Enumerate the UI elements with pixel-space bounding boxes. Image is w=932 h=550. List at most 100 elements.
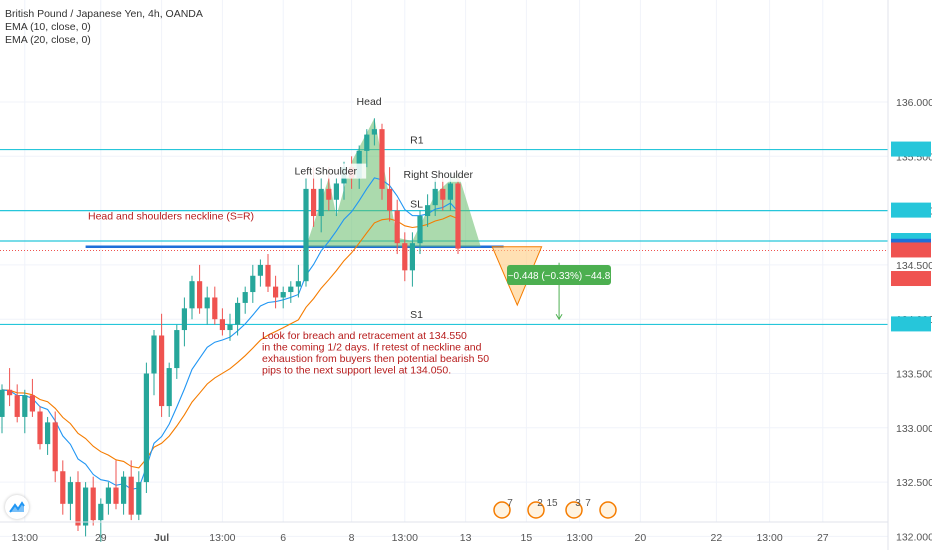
candle-body [189, 281, 195, 309]
candle-body [60, 471, 66, 504]
price-tag [891, 202, 931, 218]
y-tick-label: 133.000 [896, 423, 932, 435]
event-badge-label: 3 [575, 498, 581, 509]
tradingview-logo-icon[interactable] [5, 495, 29, 519]
label-neckline: Head and shoulders neckline (S=R) [88, 210, 254, 222]
candle-body [333, 183, 339, 200]
price-tag [891, 316, 931, 332]
candle-body [280, 292, 286, 298]
candle-body [37, 411, 43, 445]
candle-body [288, 286, 294, 293]
note-line: exhaustion from buyers then potential be… [262, 353, 489, 365]
candle-body [174, 330, 180, 369]
x-tick-label: 6 [280, 532, 286, 544]
candle-body [197, 281, 203, 309]
label-sl: SL [410, 198, 423, 210]
y-tick-label: 136.000 [896, 97, 932, 109]
candle-body [22, 395, 28, 417]
candle-body [318, 188, 324, 217]
x-tick-label: 13 [460, 532, 472, 544]
candle-body [159, 335, 165, 407]
candle-body [303, 188, 309, 282]
candle-body [402, 243, 408, 271]
candle-body [113, 487, 119, 504]
x-tick-label: 13:00 [12, 532, 38, 544]
candle-body [52, 422, 58, 472]
candle-body [257, 264, 263, 276]
candles [0, 118, 461, 542]
label-head: Head [357, 96, 382, 108]
candle-body [121, 476, 127, 504]
candle-body [425, 205, 431, 217]
x-tick-label: 13:00 [392, 532, 418, 544]
measure-label: −0.448 (−0.33%) −44.8 [508, 271, 611, 282]
x-tick-label: 13:00 [209, 532, 235, 544]
event-badge-icon [565, 501, 583, 519]
label-r1: R1 [410, 134, 424, 146]
candle-body [83, 487, 89, 526]
candle-body [379, 129, 385, 189]
candle-body [387, 188, 393, 211]
legend-ema20: EMA (20, close, 0) [5, 34, 91, 46]
candle-body [455, 183, 461, 249]
label-left-shoulder-bg [285, 163, 367, 179]
x-tick-label: 13:00 [756, 532, 782, 544]
ema20-line [1, 215, 459, 469]
x-tick-label: 15 [521, 532, 533, 544]
candle-body [447, 183, 453, 200]
event-badge-label: 15 [546, 498, 558, 509]
x-tick-label: 22 [711, 532, 723, 544]
candle-body [143, 373, 149, 483]
candle-body [204, 297, 210, 309]
price-tag [891, 141, 931, 157]
candle-body [371, 129, 377, 135]
candle-body [417, 216, 423, 244]
candle-body [14, 395, 20, 417]
candle-body [128, 476, 134, 515]
x-tick-label: 20 [635, 532, 647, 544]
y-tick-label: 132.000 [896, 531, 932, 543]
label-right-shoulder: Right Shoulder [404, 169, 474, 181]
legend-title: British Pound / Japanese Yen, 4h, OANDA [5, 8, 203, 20]
y-tick-label: 133.500 [896, 369, 932, 381]
candle-body [235, 302, 241, 325]
pattern-shape [306, 118, 481, 247]
y-tick-label: 132.500 [896, 477, 932, 489]
note-line: pips to the next support level at 134.05… [262, 365, 451, 377]
candle-body [432, 188, 438, 206]
candle-body [29, 395, 35, 412]
x-tick-label: 8 [349, 532, 355, 544]
candle-body [219, 319, 225, 331]
event-badge-icon [527, 501, 545, 519]
x-tick-label: 27 [817, 532, 829, 544]
head-shoulders-pattern [306, 118, 481, 247]
candle-body [273, 286, 279, 298]
candle-body [151, 335, 157, 374]
candle-body [105, 487, 111, 504]
chart-grid [0, 0, 888, 537]
candle-body [98, 503, 104, 521]
candle-body [166, 368, 172, 407]
projection-arrow-head [555, 313, 563, 321]
note-line: in the coming 1/2 days. If retest of nec… [262, 342, 482, 354]
label-right-shoulder-bg [395, 166, 482, 182]
candle-body [295, 281, 301, 287]
candle-body [90, 487, 96, 521]
x-tick-label: 13:00 [566, 532, 592, 544]
label-s1: S1 [410, 309, 423, 321]
price-tag [891, 271, 931, 287]
candle-body [364, 134, 370, 151]
event-badge-label: 7 [507, 498, 513, 509]
measure-badge [507, 265, 611, 285]
candle-body [227, 324, 233, 331]
candle-body [394, 210, 400, 244]
label-left-shoulder: Left Shoulder [295, 166, 358, 178]
candle-body [0, 389, 5, 417]
candle-body [75, 482, 81, 526]
candle-body [409, 243, 415, 271]
candle-body [45, 422, 51, 445]
candle-body [181, 308, 187, 331]
candle-body [7, 389, 13, 396]
event-badge-icon [599, 501, 617, 519]
